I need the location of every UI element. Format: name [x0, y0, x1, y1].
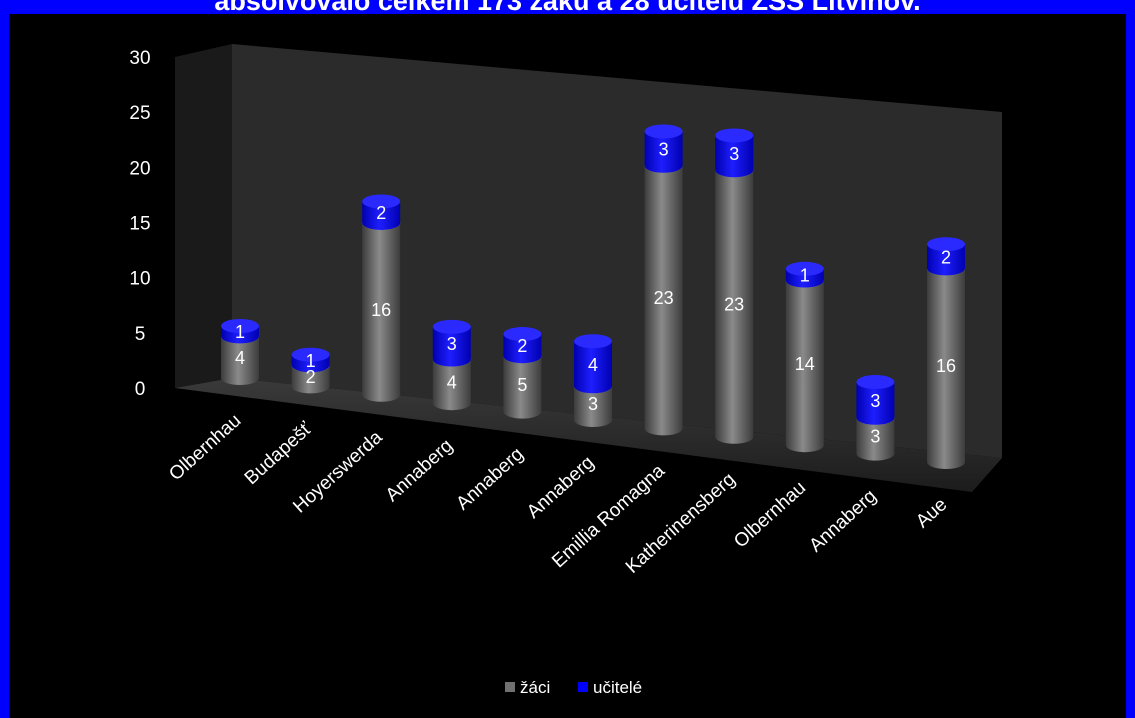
data-label-zaci: 16	[936, 356, 956, 376]
bar-zaci-body	[291, 365, 330, 394]
data-label-zaci: 23	[724, 295, 744, 315]
bar-zaci-body	[715, 170, 754, 444]
bar-zaci-body	[644, 165, 683, 436]
legend-swatch-zaci	[505, 682, 515, 692]
bar-ucitele-body	[856, 382, 895, 425]
data-label-zaci: 23	[654, 288, 674, 308]
bar-group: 34	[574, 334, 612, 427]
bar-group: 52	[503, 327, 542, 419]
bar-ucitele-body	[644, 131, 683, 173]
data-label-ucitele: 1	[235, 322, 245, 342]
data-label-ucitele: 4	[588, 355, 598, 375]
bar-group: 21	[291, 347, 330, 394]
data-label-ucitele: 2	[376, 203, 386, 223]
side-wall	[175, 44, 232, 388]
data-label-ucitele: 2	[941, 247, 951, 267]
slide-title: absolvovalo celkem 173 žáků a 28 učitelů…	[0, 0, 1135, 14]
data-label-ucitele: 3	[729, 144, 739, 164]
chart-slide: 0 5 10 15 20 25 30 4 1 2 1 16 2 4 3 5 2 3 4 23 3 23 3 14 1 3 3 16 2…	[9, 14, 1126, 718]
x-tick-label: Annaberg	[382, 435, 457, 506]
data-label-ucitele: 3	[659, 140, 669, 160]
bar-zaci-body	[221, 336, 259, 385]
x-tick-label: Olbernhau	[165, 410, 245, 485]
y-tick-label: 15	[129, 214, 150, 235]
x-tick-label: Annaberg	[452, 444, 527, 515]
bar-ucitele-cap	[715, 128, 754, 143]
data-label-zaci: 16	[371, 300, 391, 320]
data-label-ucitele: 3	[447, 334, 457, 354]
bar-group: 23 3	[644, 124, 683, 436]
legend-swatch-ucitele	[578, 682, 588, 692]
legend: žáci učitelé	[505, 678, 642, 697]
data-label-ucitele: 1	[306, 351, 316, 371]
data-label-zaci: 3	[588, 394, 598, 414]
data-label-zaci: 14	[795, 354, 815, 374]
title-strip: absolvovalo celkem 173 žáků a 28 učitelů…	[0, 0, 1135, 14]
bar-zaci-body	[574, 386, 612, 427]
bar-ucitele-cap	[291, 347, 330, 362]
y-tick-label: 0	[135, 379, 146, 400]
bar-zaci-body	[432, 359, 471, 411]
y-axis: 0 5 10 15 20 25 30	[129, 48, 150, 400]
x-tick-label: Annaberg	[523, 452, 598, 523]
bar-group: 41	[221, 319, 259, 385]
bar-ucitele-cap	[644, 124, 683, 139]
bar-zaci-body	[503, 356, 542, 419]
bar-group: 23 3	[715, 128, 754, 444]
bar-group: 14 1	[785, 261, 824, 453]
data-label-zaci: 4	[447, 372, 457, 392]
floor	[175, 378, 1002, 492]
bar-group: 16 2	[362, 194, 401, 402]
y-tick-label: 10	[129, 269, 150, 290]
legend-label-ucitele: učitelé	[593, 678, 642, 697]
bar-zaci-body	[856, 417, 895, 461]
bar-ucitele-cap	[856, 375, 895, 390]
data-label-zaci: 3	[870, 427, 880, 447]
bar-zaci-body	[927, 268, 965, 469]
data-label-ucitele: 2	[517, 336, 527, 356]
bar-ucitele-body	[432, 326, 471, 367]
data-label-zaci: 5	[517, 375, 527, 395]
bar-ucitele-cap	[221, 319, 259, 333]
bar-ucitele-cap	[503, 327, 542, 342]
bar-ucitele-body	[362, 201, 401, 230]
bar-ucitele-cap	[432, 319, 471, 334]
y-tick-label: 20	[129, 158, 150, 179]
data-label-ucitele: 1	[800, 266, 810, 286]
bar-ucitele-body	[574, 341, 612, 394]
x-tick-label: Olbernhau	[730, 477, 810, 552]
x-tick-label: Annaberg	[805, 486, 880, 557]
x-tick-label: Budapešť	[241, 418, 317, 489]
bar-ucitele-body	[503, 334, 542, 364]
y-tick-label: 5	[135, 324, 146, 345]
legend-label-zaci: žáci	[520, 678, 550, 697]
data-label-zaci: 2	[306, 367, 316, 387]
bar-zaci-body	[362, 222, 401, 402]
bar-ucitele-body	[927, 244, 965, 276]
bar-ucitele-cap	[574, 334, 612, 349]
bar-ucitele-cap	[785, 261, 824, 276]
y-tick-label: 25	[129, 103, 150, 124]
bar-zaci-body	[785, 280, 824, 453]
bar-ucitele-body	[715, 135, 754, 178]
data-label-ucitele: 3	[870, 391, 880, 411]
bar-group: 16 2	[927, 237, 965, 469]
data-label-zaci: 4	[235, 348, 245, 368]
bar-group: 33	[856, 375, 895, 461]
x-tick-label: Aue	[912, 494, 951, 532]
bar-group: 43	[432, 319, 471, 411]
bar-ucitele-cap	[362, 194, 401, 209]
bar-ucitele-cap	[927, 237, 965, 252]
y-tick-label: 30	[129, 48, 150, 69]
